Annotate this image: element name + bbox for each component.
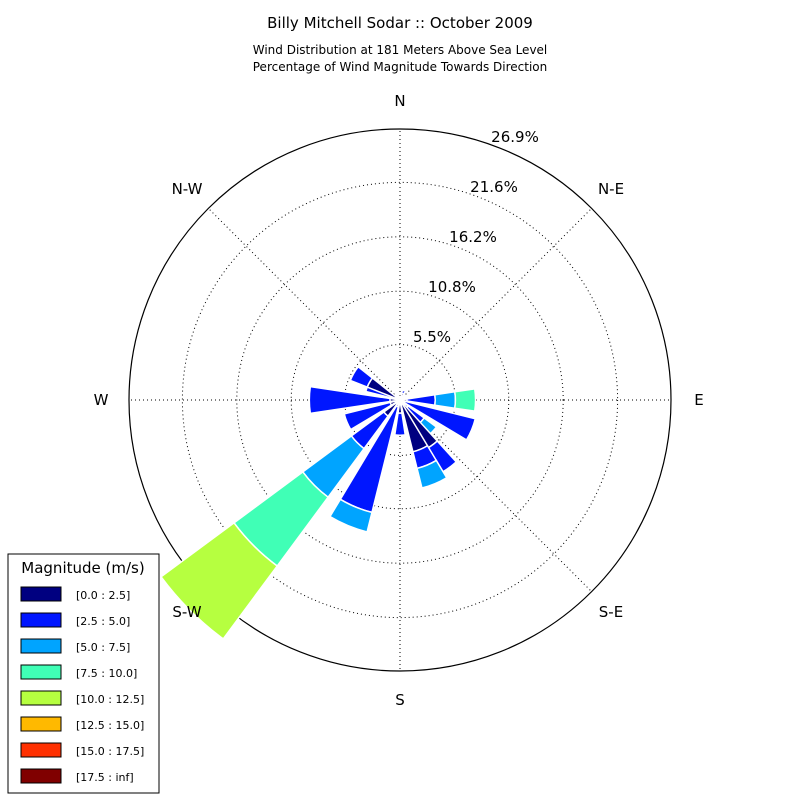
direction-label: E	[694, 391, 703, 409]
direction-label: N-E	[598, 180, 624, 198]
legend-swatch	[20, 768, 62, 784]
direction-label: N	[394, 92, 405, 110]
grid-ring	[236, 236, 564, 564]
direction-label: S-E	[599, 603, 623, 621]
wind-bar-segment	[328, 498, 373, 533]
ring-label: 5.5%	[413, 328, 451, 346]
legend-swatch	[20, 612, 62, 628]
legend-label: [5.0 : 7.5]	[76, 641, 130, 654]
wind-bar-segment	[434, 390, 457, 410]
direction-label: S-W	[172, 603, 201, 621]
ring-label: 21.6%	[470, 178, 518, 196]
legend-swatch	[20, 586, 62, 602]
legend-swatch	[20, 690, 62, 706]
legend-label: [10.0 : 12.5]	[76, 693, 144, 706]
wind-bar-segment	[403, 400, 477, 441]
direction-label: N-W	[172, 180, 203, 198]
ring-label: 16.2%	[449, 228, 497, 246]
wind-bar-segment	[393, 412, 407, 437]
direction-label: W	[94, 391, 109, 409]
legend-swatch	[20, 664, 62, 680]
ring-label: 26.9%	[491, 128, 539, 146]
legend-swatch	[20, 742, 62, 758]
wind-bar-segment	[308, 385, 391, 415]
wind-bar-segment	[343, 401, 393, 431]
magnitude-legend: Magnitude (m/s) [0.0 : 2.5] [2.5 : 5.0] [5…	[7, 553, 160, 794]
legend-label: [2.5 : 5.0]	[76, 615, 130, 628]
legend-label: [0.0 : 2.5]	[76, 589, 130, 602]
outer-ring	[128, 128, 672, 672]
wind-bar-segment	[453, 387, 477, 413]
chart-subtitle-line-1: Wind Distribution at 181 Meters Above Se…	[253, 43, 548, 57]
wind-bar-segment	[400, 389, 407, 395]
wind-bars	[160, 365, 477, 640]
legend-label: [17.5 : inf]	[76, 771, 134, 784]
direction-label: S	[395, 691, 405, 709]
grid-spoke	[208, 208, 401, 401]
ring-label: 10.8%	[428, 278, 476, 296]
chart-title: Billy Mitchell Sodar :: October 2009	[267, 14, 533, 32]
polar-labels: 5.5% 10.8% 16.2% 21.6% 26.9% N N-E E S-E S S-W W N-W	[94, 92, 704, 709]
legend-swatch	[20, 638, 62, 654]
wind-bar-segment	[396, 394, 401, 401]
legend-label: [7.5 : 10.0]	[76, 667, 137, 680]
legend-title: Magnitude (m/s)	[21, 559, 144, 577]
polar-grid	[128, 128, 672, 672]
legend-label: [15.0 : 17.5]	[76, 745, 144, 758]
wind-bar-segment	[416, 459, 448, 489]
chart-subtitle-line-2: Percentage of Wind Magnitude Towards Dir…	[253, 60, 547, 74]
wind-bar-segment	[160, 521, 279, 640]
legend-label: [12.5 : 15.0]	[76, 719, 144, 732]
wind-bar-segment	[349, 365, 374, 389]
legend-swatch	[20, 716, 62, 732]
grid-ring	[181, 181, 619, 619]
